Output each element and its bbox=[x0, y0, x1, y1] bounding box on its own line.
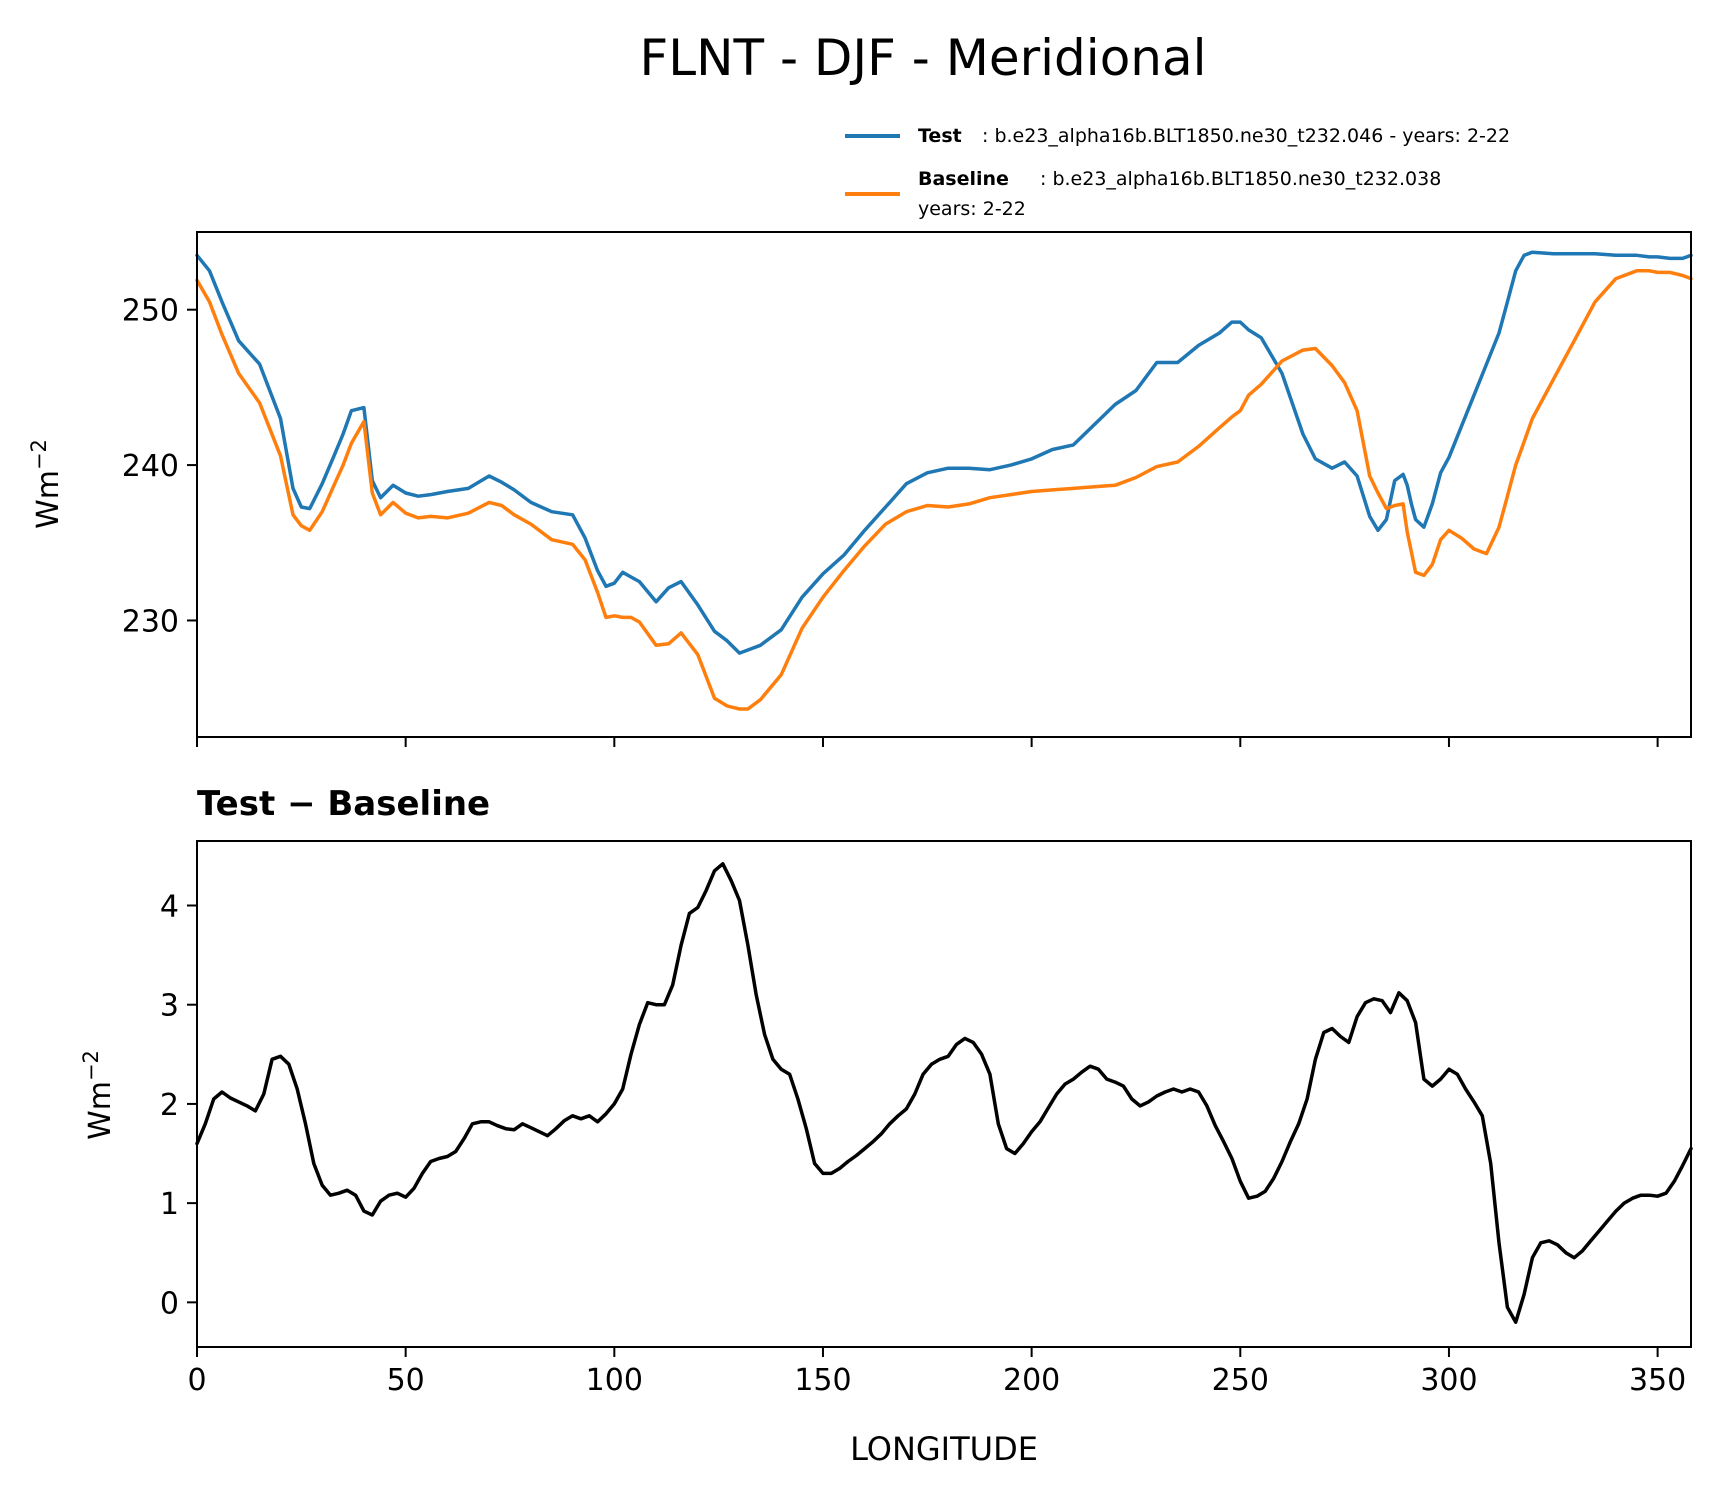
bottom-panel: Test − Baseline Wm−2 0 1 2 3 4 0 50 100 150 200 25… bbox=[79, 784, 1693, 1468]
bottom-ytick-label-2: 2 bbox=[160, 1088, 179, 1123]
legend-text-baseline-years: years: 2-22 bbox=[918, 198, 1026, 220]
bottom-xtick-label-0: 0 bbox=[187, 1363, 206, 1398]
bottom-xtick-label-2: 100 bbox=[586, 1363, 643, 1398]
bottom-ticks: 0 1 2 3 4 0 50 100 150 200 250 300 350 bbox=[160, 889, 1686, 1398]
legend-text-test: : b.e23_alpha16b.BLT1850.ne30_t232.046 -… bbox=[982, 125, 1510, 147]
bottom-ylabel: Wm−2 bbox=[79, 1050, 118, 1140]
bottom-xtick-label-1: 50 bbox=[387, 1363, 425, 1398]
bottom-xtick-label-3: 150 bbox=[794, 1363, 851, 1398]
top-series-line-baseline bbox=[195, 269, 1693, 711]
top-ytick-label-1: 240 bbox=[122, 449, 179, 484]
bottom-ytick-label-1: 1 bbox=[160, 1187, 179, 1222]
bottom-series-line-0 bbox=[195, 862, 1693, 1324]
figure-title: FLNT - DJF - Meridional bbox=[639, 29, 1206, 87]
top-ticks: 230 240 250 bbox=[122, 294, 1659, 747]
bottom-ytick-label-4: 4 bbox=[160, 889, 179, 924]
legend-label-baseline: Baseline bbox=[918, 168, 1009, 190]
bottom-xtick-label-5: 250 bbox=[1212, 1363, 1269, 1398]
legend-label-test: Test bbox=[918, 125, 962, 147]
bottom-axes-frame bbox=[196, 840, 1692, 1348]
top-ylabel: Wm−2 bbox=[27, 439, 66, 529]
bottom-xtick-label-7: 350 bbox=[1629, 1363, 1686, 1398]
bottom-series-lines bbox=[195, 862, 1693, 1324]
bottom-xtick-label-4: 200 bbox=[1003, 1363, 1060, 1398]
top-series-lines bbox=[195, 250, 1693, 711]
legend-text-baseline: : b.e23_alpha16b.BLT1850.ne30_t232.038 bbox=[1040, 168, 1441, 190]
top-series-line-test bbox=[195, 250, 1693, 655]
top-panel: Wm−2 230 240 250 bbox=[27, 231, 1693, 747]
bottom-xtick-label-6: 300 bbox=[1420, 1363, 1477, 1398]
top-ytick-label-0: 230 bbox=[122, 604, 179, 639]
legend: Test : b.e23_alpha16b.BLT1850.ne30_t232.… bbox=[845, 125, 1510, 220]
top-ytick-label-2: 250 bbox=[122, 294, 179, 329]
top-axes-frame bbox=[196, 231, 1692, 738]
bottom-xlabel: LONGITUDE bbox=[850, 1430, 1038, 1468]
bottom-ytick-label-0: 0 bbox=[160, 1286, 179, 1321]
bottom-ytick-label-3: 3 bbox=[160, 989, 179, 1024]
bottom-panel-title: Test − Baseline bbox=[197, 784, 490, 824]
